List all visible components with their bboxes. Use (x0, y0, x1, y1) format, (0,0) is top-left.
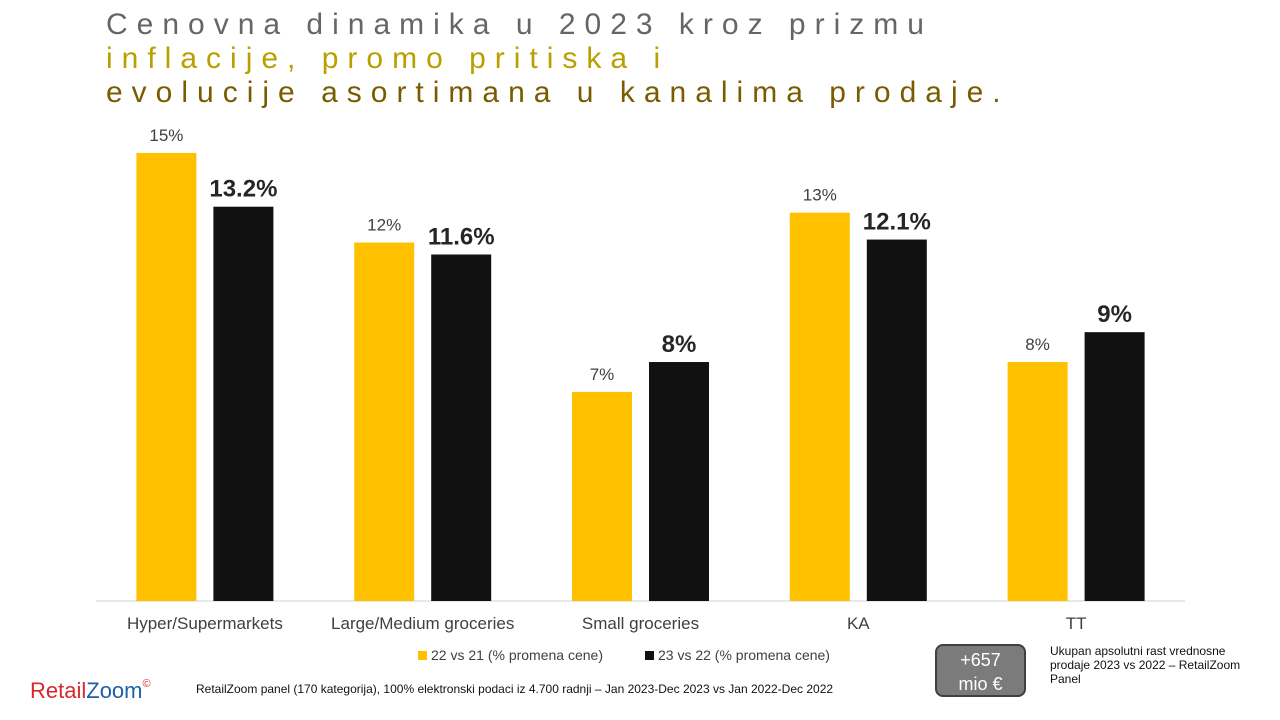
bar-series-1-5 (1007, 362, 1068, 601)
retailzoom-logo: RetailZoom© (30, 678, 151, 704)
data-label-series-1-3: 7% (590, 365, 615, 384)
data-label-series-1-4: 13% (803, 186, 837, 205)
category-label-1: Hyper/Supermarkets (127, 614, 283, 633)
total-growth-unit: mio € (958, 674, 1003, 694)
logo-zoom-text: Zoom (86, 678, 143, 703)
logo-copyright: © (142, 678, 151, 690)
data-label-series-1-2: 12% (367, 216, 401, 235)
data-label-series-1-1: 15% (149, 126, 183, 145)
title-line-2: inflacije, promo pritiska i (106, 42, 670, 75)
legend-item-series-2: 23 vs 22 (% promena cene) (644, 647, 830, 663)
bar-series-2-1 (213, 206, 274, 601)
source-note: RetailZoom panel (170 kategorija), 100% … (196, 682, 834, 696)
legend-swatch-series-2 (644, 650, 654, 660)
total-growth-value: +657 (960, 650, 1001, 670)
bar-series-2-5 (1084, 332, 1145, 601)
data-label-series-2-1: 13.2% (209, 176, 277, 203)
data-label-series-1-5: 8% (1025, 335, 1050, 354)
logo-retail-text: Retail (30, 678, 87, 703)
title-line-3: evolucije asortimana u kanalima prodaje. (106, 76, 1010, 109)
category-label-2: Large/Medium groceries (331, 614, 514, 633)
bar-series-2-4 (866, 239, 927, 602)
legend-label-series-1: 22 vs 21 (% promena cene) (431, 647, 603, 663)
bar-series-1-1 (136, 152, 197, 601)
data-label-series-2-2: 11.6% (428, 223, 495, 250)
bar-series-2-2 (431, 254, 492, 602)
category-label-3: Small groceries (582, 614, 699, 633)
title-line-1: Cenovna dinamika u 2023 kroz prizmu (106, 8, 933, 41)
bar-series-1-2 (354, 242, 415, 601)
legend-label-series-2: 23 vs 22 (% promena cene) (657, 647, 830, 663)
bar-series-1-3 (572, 391, 632, 601)
legend-swatch-series-1 (418, 650, 427, 660)
legend-item-series-1: 22 vs 21 (% promena cene) (418, 647, 603, 663)
total-growth-box: +657 mio € (935, 644, 1026, 697)
bar-series-1-4 (789, 212, 850, 601)
category-label-4: KA (847, 614, 870, 633)
data-label-series-2-5: 9% (1097, 301, 1132, 328)
data-label-series-2-4: 12.1% (863, 209, 931, 236)
category-label-5: TT (1066, 614, 1087, 633)
total-growth-note: Ukupan apsolutni rast vrednosne prodaje … (1050, 644, 1241, 686)
data-label-series-2-3: 8% (662, 331, 697, 358)
legend: 22 vs 21 (% promena cene) 23 vs 22 (% pr… (418, 647, 830, 663)
bar-series-2-3 (649, 362, 709, 601)
